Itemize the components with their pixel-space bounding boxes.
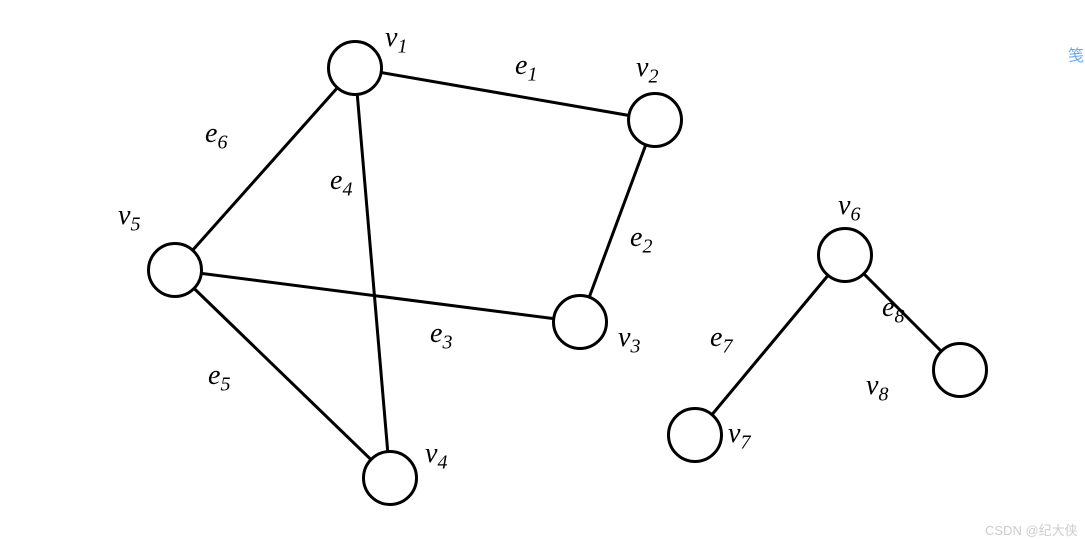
node-label-v6: v6 [838,190,860,227]
node-label-v3: v3 [618,322,640,359]
edge-label-e4: e4 [330,165,352,202]
edge-e1 [355,68,655,120]
node-label-v8: v8 [866,370,888,407]
edge-e4 [355,68,390,478]
node-v8 [932,342,988,398]
edge-label-e6: e6 [205,118,227,155]
node-v3 [552,294,608,350]
node-label-v5: v5 [118,200,140,237]
graph-diagram: e1 e2 e3 e4 e5 e6 e7 e8 v1 v2 v3 v4 v5 v6 v7 v8 [0,0,1085,539]
node-v6 [817,227,873,283]
node-label-v7: v7 [728,418,750,455]
edge-label-e2: e2 [630,222,652,259]
node-label-v1: v1 [385,22,407,59]
node-v1 [327,40,383,96]
edge-label-e1: e1 [515,50,537,87]
edge-e6 [175,68,355,270]
edge-label-e8: e8 [882,292,904,329]
node-v5 [147,242,203,298]
edge-e2 [580,120,655,322]
edge-label-e7: e7 [710,322,732,359]
edge-label-e3: e3 [430,318,452,355]
node-v4 [362,450,418,506]
node-v7 [667,407,723,463]
node-label-v4: v4 [425,438,447,475]
node-v2 [627,92,683,148]
node-label-v2: v2 [636,52,658,89]
edge-label-e5: e5 [208,360,230,397]
